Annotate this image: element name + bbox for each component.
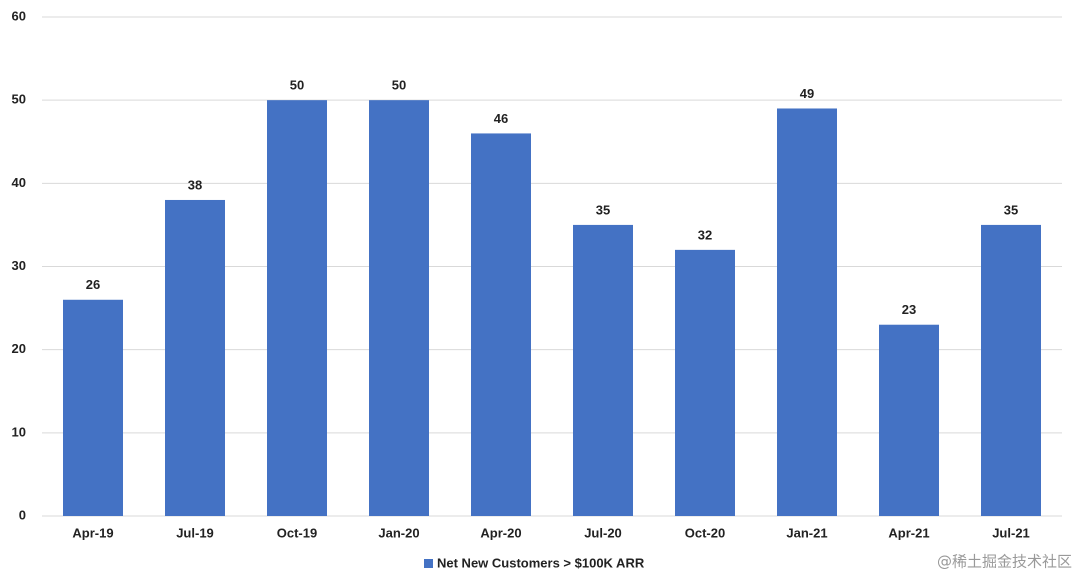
value-label: 35 [1004,202,1018,217]
bar [267,100,327,517]
x-tick-label: Jul-21 [992,525,1030,540]
bar [777,108,837,516]
value-label: 38 [188,177,202,192]
bar [981,224,1041,516]
legend-swatch [424,559,433,568]
x-tick-label: Jan-20 [378,525,419,540]
value-label: 49 [800,86,814,101]
y-tick-label: 30 [12,258,26,273]
y-tick-label: 20 [12,341,26,356]
x-tick-label: Oct-19 [277,525,317,540]
x-tick-label: Jul-20 [584,525,622,540]
bar [675,249,735,516]
y-tick-label: 10 [12,424,26,439]
x-tick-label: Apr-20 [480,525,521,540]
value-label: 35 [596,202,610,217]
watermark: @稀土掘金技术社区 [937,553,1072,571]
value-label: 50 [290,78,304,93]
y-tick-label: 40 [12,175,26,190]
value-label: 23 [902,302,916,317]
bar [879,324,939,516]
value-label: 46 [494,111,508,126]
x-tick-label: Apr-21 [888,525,929,540]
bar [63,299,123,516]
bar [165,199,225,516]
y-tick-label: 0 [19,507,26,522]
legend-label: Net New Customers > $100K ARR [437,555,645,570]
x-tick-label: Apr-19 [72,525,113,540]
x-tick-label: Jul-19 [176,525,214,540]
bar [471,133,531,516]
y-tick-label: 60 [12,8,26,23]
value-label: 32 [698,227,712,242]
x-tick-label: Oct-20 [685,525,725,540]
value-label: 50 [392,78,406,93]
value-label: 26 [86,277,100,292]
bar [369,100,429,517]
y-tick-label: 50 [12,92,26,107]
bar [573,224,633,516]
x-tick-label: Jan-21 [786,525,827,540]
